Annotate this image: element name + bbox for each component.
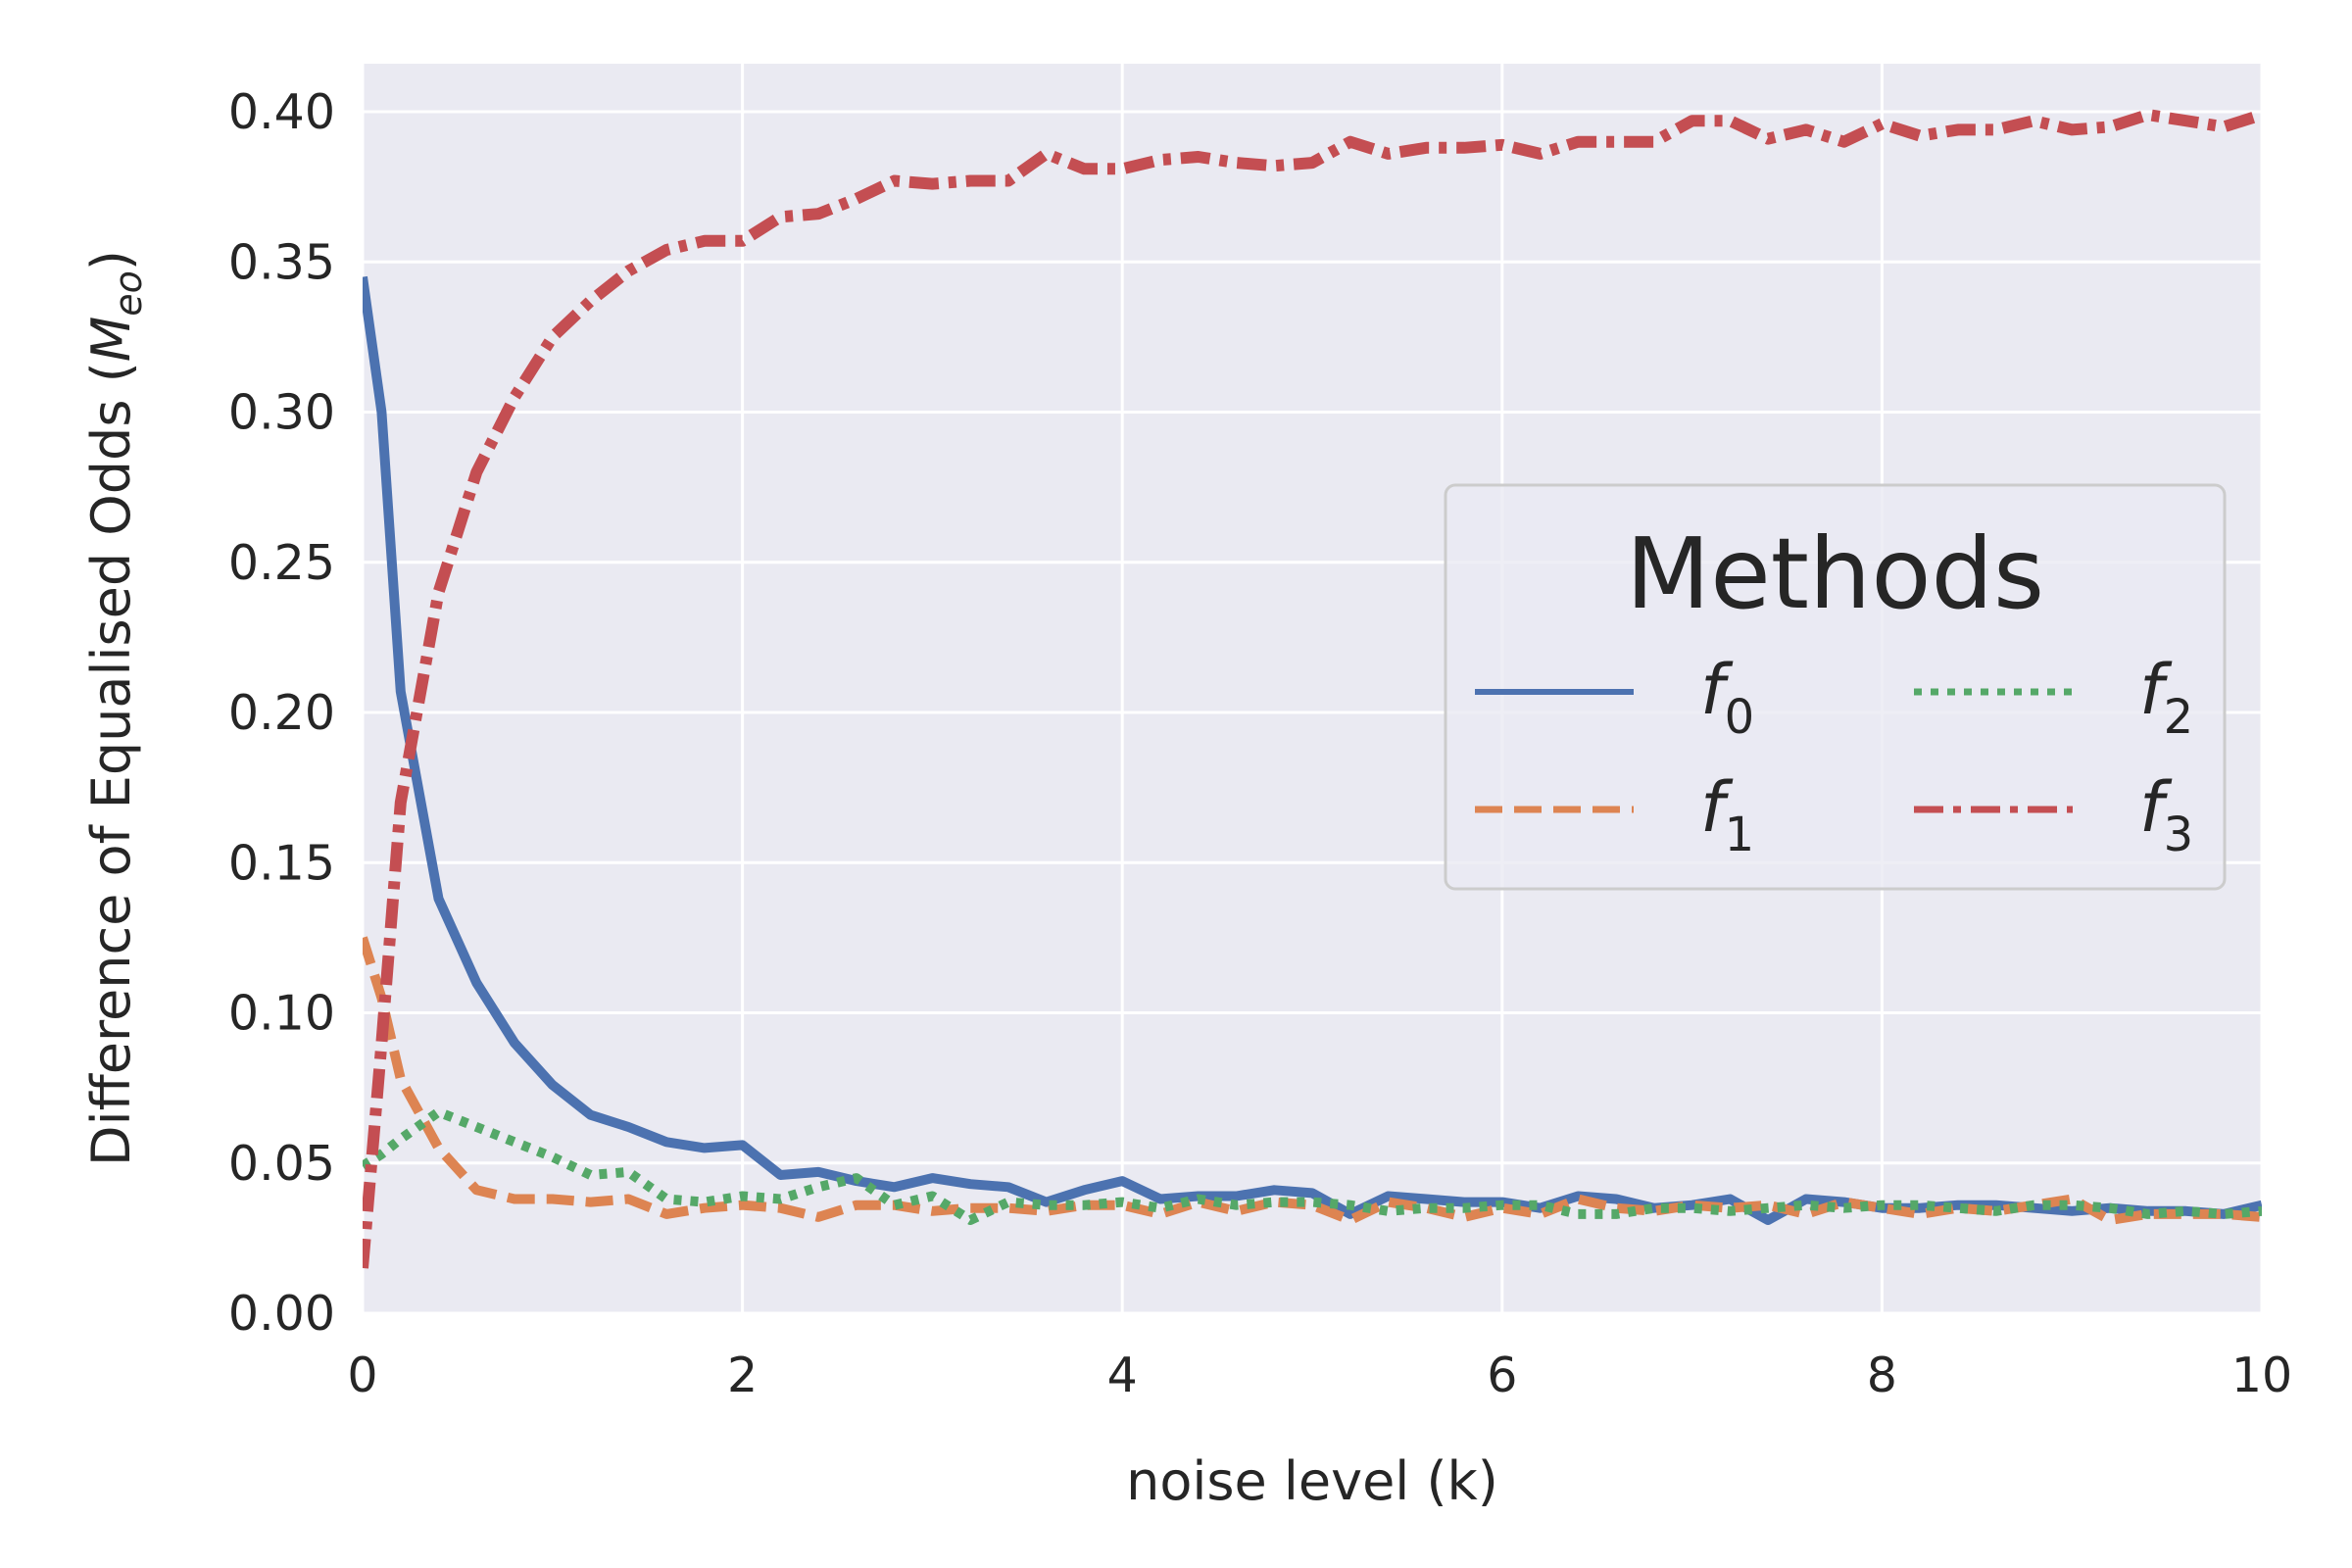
x-tick-label: 2 xyxy=(727,1348,758,1403)
y-axis-label-symbol: M xyxy=(80,317,142,363)
y-tick-label: 0.35 xyxy=(228,234,335,290)
y-axis-label: Difference of Equalised Odds (Meo) xyxy=(80,250,150,1166)
y-tick-label: 0.00 xyxy=(228,1286,335,1342)
y-axis-label-close-paren: ) xyxy=(80,250,142,270)
legend-label-subscript: 0 xyxy=(1725,690,1755,745)
legend-title: Methods xyxy=(1626,516,2044,631)
y-tick-label: 0.30 xyxy=(228,385,335,441)
legend-label-subscript: 1 xyxy=(1725,808,1755,862)
legend-label-f1: f1 xyxy=(1700,767,1754,862)
legend-label-subscript: 3 xyxy=(2164,808,2194,862)
series-line-f1 xyxy=(363,936,2262,1225)
x-tick-label: 8 xyxy=(1867,1348,1897,1403)
series-line-f3 xyxy=(363,109,2262,1269)
y-tick-label: 0.05 xyxy=(228,1136,335,1192)
x-tick-label: 4 xyxy=(1107,1348,1138,1403)
x-axis-label: noise level (k) xyxy=(1126,1450,1498,1512)
y-axis-label-open-paren: ( xyxy=(80,362,142,399)
y-axis-label-text: Difference of Equalised Odds xyxy=(80,400,142,1166)
y-axis-label-subscript: eo xyxy=(107,270,150,317)
legend-label-subscript: 2 xyxy=(2164,690,2194,745)
legend-box xyxy=(1444,483,2227,891)
x-tick-label: 6 xyxy=(1487,1348,1517,1403)
y-tick-label: 0.15 xyxy=(228,835,335,891)
y-tick-label: 0.25 xyxy=(228,535,335,591)
y-tick-label: 0.10 xyxy=(228,986,335,1042)
y-tick-label: 0.40 xyxy=(228,84,335,140)
x-tick-label: 10 xyxy=(2231,1348,2292,1403)
x-tick-label: 0 xyxy=(347,1348,377,1403)
series-lines xyxy=(363,109,2262,1269)
tick-labels: 0 2 4 6 8 100.000.050.100.150.200.250.300.350… xyxy=(228,84,2292,1403)
y-tick-label: 0.20 xyxy=(228,685,335,741)
series-line-f2 xyxy=(363,1106,2262,1225)
